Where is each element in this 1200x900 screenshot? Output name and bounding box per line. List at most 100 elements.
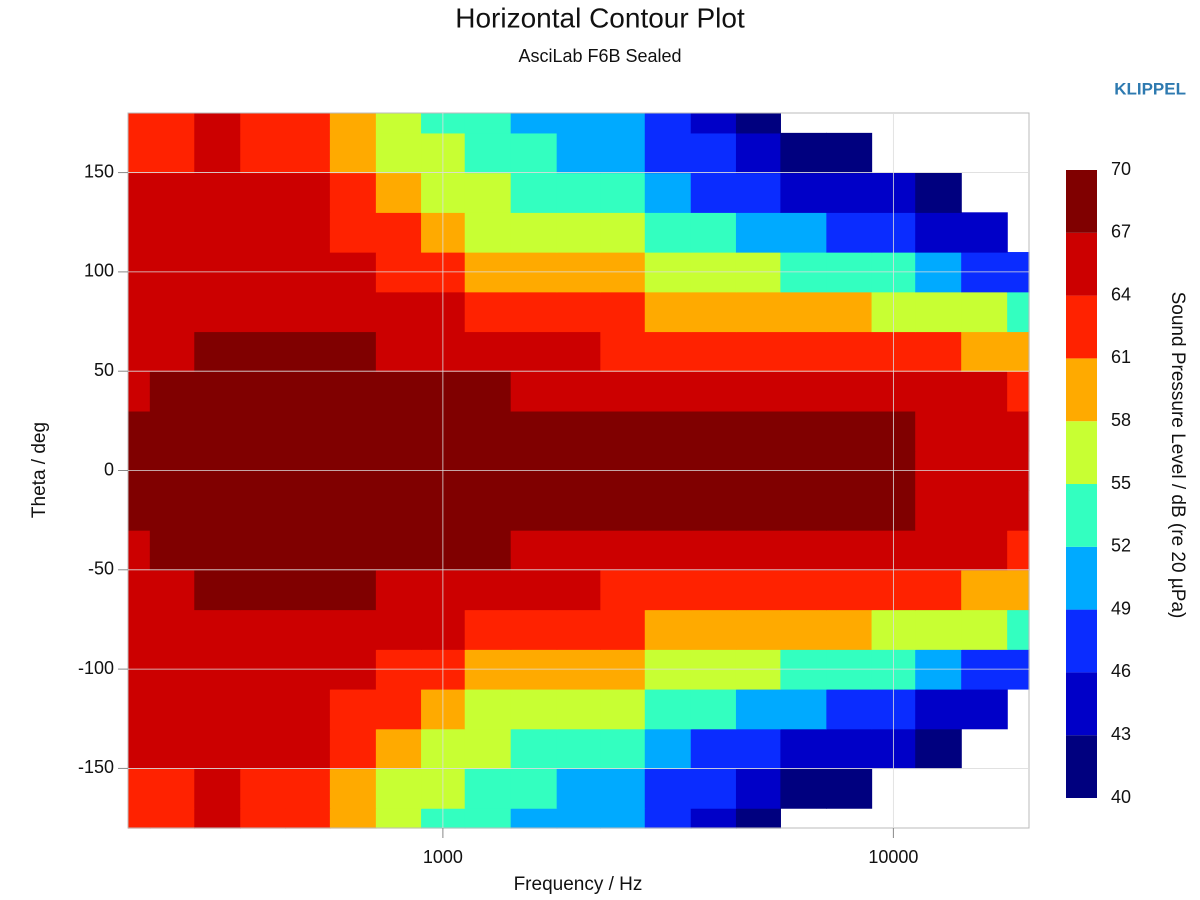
contour-cell: [375, 371, 422, 412]
contour-cell: [735, 172, 781, 213]
contour-cell: [556, 768, 601, 809]
contour-cell: [644, 331, 692, 372]
contour-cell: [375, 212, 422, 253]
contour-cell: [240, 291, 287, 333]
contour-cell: [644, 569, 692, 611]
contour-cell: [464, 688, 512, 730]
contour-cell: [735, 291, 781, 333]
contour-cell: [735, 569, 781, 611]
contour-cell: [149, 410, 195, 452]
contour-cell: [285, 331, 331, 372]
contour-cell: [128, 490, 151, 531]
y-tick-label: -50: [88, 559, 114, 579]
y-tick-label: -150: [78, 757, 114, 777]
contour-cell: [464, 291, 512, 333]
contour-cell: [690, 530, 737, 571]
contour-cell: [128, 331, 151, 372]
contour-cell: [600, 688, 646, 730]
contour-cell: [375, 530, 422, 571]
contour-cell: [735, 331, 781, 372]
contour-cell: [510, 132, 558, 174]
contour-cell: [194, 331, 241, 372]
contour-cell: [149, 331, 195, 372]
contour-cell: [780, 768, 827, 809]
y-tick-label: 0: [104, 459, 114, 479]
contour-cell: [149, 569, 195, 611]
brand: KLIPPEL: [1114, 79, 1186, 98]
contour-cell: [826, 410, 873, 452]
contour-cell: [644, 291, 692, 333]
contour-cell: [961, 688, 1008, 730]
contour-cell: [128, 609, 151, 650]
contour-cell: [240, 569, 287, 611]
contour-cell: [510, 331, 558, 372]
contour-cell: [329, 410, 377, 452]
contour-cell: [375, 569, 422, 611]
contour-cell: [375, 728, 422, 770]
contour-cell: [240, 113, 287, 134]
contour-cell: [735, 371, 781, 412]
contour-cell: [149, 371, 195, 412]
contour-cell: [285, 113, 331, 134]
contour-cell: [780, 688, 827, 730]
contour-cell: [240, 609, 287, 650]
contour-cell: [329, 291, 377, 333]
contour-cell: [240, 728, 287, 770]
colorbar-label: 55: [1111, 473, 1131, 493]
contour-cell: [735, 132, 781, 174]
colorbar-band: [1066, 735, 1097, 798]
contour-cell: [826, 172, 873, 213]
contour-cell: [464, 331, 512, 372]
contour-cell: [375, 132, 422, 174]
contour-cell: [329, 490, 377, 531]
contour-cell: [1007, 291, 1030, 333]
contour-cell: [644, 410, 692, 452]
contour-cell: [329, 172, 377, 213]
y-axis-label: Theta / deg: [29, 422, 50, 518]
contour-cell: [194, 212, 241, 253]
contour-cell: [464, 113, 512, 134]
contour-cell: [285, 212, 331, 253]
contour-cell: [464, 569, 512, 611]
contour-cell: [149, 212, 195, 253]
contour-cell: [285, 530, 331, 571]
contour-cell: [329, 331, 377, 372]
contour-cell: [510, 728, 558, 770]
colorbar-band: [1066, 609, 1097, 673]
contour-cell: [915, 371, 962, 412]
contour-cell: [240, 212, 287, 253]
contour-cell: [690, 410, 737, 452]
contour-cell: [780, 569, 827, 611]
contour-cell: [690, 569, 737, 611]
contour-cell: [510, 212, 558, 253]
contour-cell: [510, 113, 558, 134]
y-tick-label: 50: [94, 360, 114, 380]
contour-cell: [194, 410, 241, 452]
contour-cell: [915, 172, 962, 213]
contour-cell: [128, 410, 151, 452]
contour-cell: [644, 113, 692, 134]
contour-cell: [690, 291, 737, 333]
y-tick-label: -100: [78, 658, 114, 678]
contour-cell: [644, 728, 692, 770]
axes: -150 -100 -50 0 50 100 150 1000 10000: [78, 112, 1030, 867]
contour-cell: [329, 728, 377, 770]
contour-cell: [780, 172, 827, 213]
contour-cell: [149, 808, 195, 829]
contour-cell: [285, 291, 331, 333]
contour-cell: [690, 172, 737, 213]
contour-cell: [644, 808, 692, 829]
contour-cell: [600, 768, 646, 809]
contour-cell: [961, 490, 1008, 531]
contour-cell: [915, 212, 962, 253]
contour-cell: [600, 331, 646, 372]
colorbar-label: 58: [1111, 410, 1131, 430]
contour-cell: [556, 808, 601, 829]
contour-cell: [510, 530, 558, 571]
contour-area: [128, 113, 1030, 829]
contour-cell: [240, 371, 287, 412]
contour-cell: [194, 172, 241, 213]
contour-cell: [780, 132, 827, 174]
contour-cell: [915, 569, 962, 611]
contour-cell: [128, 291, 151, 333]
